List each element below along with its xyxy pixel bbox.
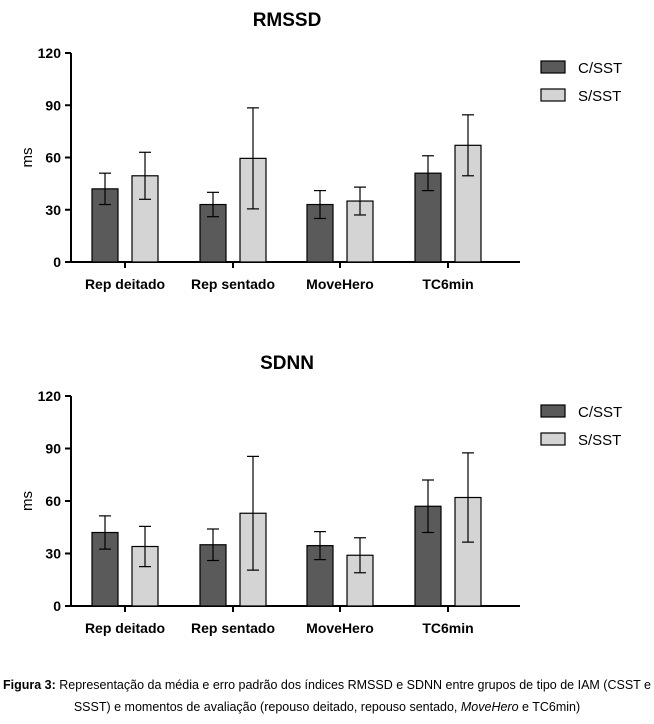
caption-label: Figura 3: (2, 678, 56, 692)
chart-2-x-tick-label: MoveHero (306, 620, 374, 636)
chart-1-y-tick-label: 60 (45, 150, 61, 166)
chart-2-legend-label: S/SST (578, 432, 621, 449)
chart-1-x-tick-label: TC6min (422, 276, 473, 292)
chart-1-x-tick-label: Rep sentado (191, 276, 275, 292)
chart-1-y-tick-label: 30 (45, 202, 61, 218)
figure-caption: Figura 3: Representação da média e erro … (0, 674, 654, 718)
figure-charts: RMSSD ms 0 30 60 90 120 Rep deitado Rep sentado M… (19, 10, 622, 636)
chart-2-x-tick-label: TC6min (422, 620, 473, 636)
chart-2-y-tick-label: 60 (45, 493, 61, 509)
chart-2-y-tick-label: 120 (38, 388, 62, 404)
caption-italic: MoveHero (460, 700, 519, 714)
chart-1-title: RMSSD (253, 10, 322, 31)
chart-2-legend-swatch (540, 432, 566, 446)
chart-2-x-tick-label: Rep sentado (191, 620, 275, 636)
chart-2-bar (131, 545, 159, 607)
chart-2-legend-label: C/SST (578, 404, 622, 421)
chart-2-x-tick-label: Rep deitado (85, 620, 165, 636)
caption-text-2: e TC6min) (518, 700, 581, 714)
chart-1-y-tick-label: 0 (53, 254, 61, 270)
chart-2-y-tick-label: 90 (45, 441, 61, 457)
chart-1-x-tick-label: Rep deitado (85, 276, 165, 292)
chart-1-bar (414, 172, 442, 263)
chart-2-legend-swatch (540, 404, 566, 418)
chart-1-x-tick-label: MoveHero (306, 276, 374, 292)
chart-2-title: SDNN (260, 353, 314, 374)
chart-2-y-tick-label: 30 (45, 546, 61, 562)
chart-1-bar (131, 175, 159, 263)
chart-1-y-tick-label: 120 (38, 45, 62, 61)
chart-2-y-tick-label: 0 (53, 598, 61, 614)
chart-1-y-tick-label: 90 (45, 97, 61, 113)
chart-1-y-axis-title: ms (19, 148, 36, 168)
chart-1-legend-swatch (540, 88, 566, 102)
chart-1-legend-label: C/SST (578, 60, 622, 77)
chart-1-legend-label: S/SST (578, 88, 621, 105)
caption-text-1: Representação da média e erro padrão dos… (55, 678, 651, 714)
chart-1-legend-swatch (540, 60, 566, 74)
chart-2-y-axis-title: ms (19, 491, 36, 511)
